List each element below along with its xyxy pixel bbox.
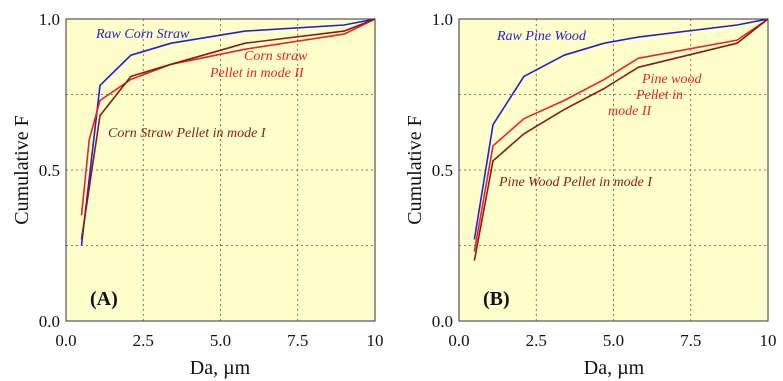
chart-a-x-tick-label: 2.5 — [133, 331, 154, 350]
chart-b-annotation-mode2-line3: mode II — [608, 104, 652, 119]
chart-b-x-tick-label: 0.0 — [448, 331, 469, 350]
chart-b-annotation-mode2-line1: Pine wood — [641, 72, 702, 87]
chart-b-x-tick-label: 5.0 — [603, 331, 624, 350]
chart-a-panel-label: (A) — [90, 288, 118, 310]
chart-b-series — [473, 18, 769, 261]
chart-a-y-tick-label: 0.0 — [39, 312, 60, 331]
chart-a-x-tick-labels: 0.0 2.5 5.0 7.5 10 — [55, 331, 383, 350]
chart-a-y-tick-labels: 0.0 0.5 1.0 — [39, 10, 60, 331]
chart-b: 0.0 2.5 5.0 7.5 10 0.0 0.5 1.0 Da, µm Cumulati… — [404, 10, 777, 379]
chart-b-panel-label: (B) — [483, 288, 510, 310]
chart-b-x-axis-label: Da, µm — [584, 357, 645, 379]
chart-b-y-tick-labels: 0.0 0.5 1.0 — [432, 10, 453, 331]
chart-a-series-line-2 — [80, 18, 376, 240]
chart-a-x-tick-label: 5.0 — [210, 331, 231, 350]
chart-a-x-tick-label: 0.0 — [55, 331, 76, 350]
chart-b-series-line-1 — [473, 18, 769, 252]
chart-a-y-tick-label: 0.5 — [39, 161, 60, 180]
chart-b-x-tick-labels: 0.0 2.5 5.0 7.5 10 — [448, 331, 776, 350]
chart-a-annotation-mode1: Corn Straw Pellet in mode I — [108, 126, 267, 141]
chart-b-annotation-mode1: Pine Wood Pellet in mode I — [498, 175, 653, 190]
chart-b-x-tick-label: 2.5 — [526, 331, 547, 350]
chart-b-y-tick-label: 0.0 — [432, 312, 453, 331]
chart-a-series — [80, 18, 376, 246]
chart-a-x-axis-label: Da, µm — [190, 357, 251, 379]
chart-b-series-line-2 — [473, 18, 769, 261]
chart-b-annotation-mode2-line2: Pellet in — [635, 88, 683, 103]
chart-a-x-tick-label: 10 — [367, 331, 384, 350]
chart-a-annotation-mode2-line1: Corn straw — [244, 49, 308, 64]
chart-b-y-tick-label: 1.0 — [432, 10, 453, 29]
chart-a-annotation-raw: Raw Corn Straw — [95, 27, 190, 42]
chart-a-x-tick-label: 7.5 — [287, 331, 308, 350]
chart-b-x-tick-label: 7.5 — [680, 331, 701, 350]
chart-a-annotation-mode2-line2: Pellet in mode II — [209, 66, 305, 81]
chart-b-gridlines — [459, 19, 768, 321]
chart-a-y-tick-label: 1.0 — [39, 10, 60, 29]
chart-b-annotation-raw: Raw Pine Wood — [496, 29, 587, 44]
chart-b-y-axis-label: Cumulative F — [404, 115, 426, 224]
chart-a-series-line-0 — [80, 18, 376, 246]
chart-a: 0.0 2.5 5.0 7.5 10 0.0 0.5 1.0 Da, µm Cumulati… — [11, 10, 384, 379]
chart-b-x-tick-label: 10 — [760, 331, 777, 350]
chart-a-series-line-1 — [80, 18, 376, 216]
chart-b-y-tick-label: 0.5 — [432, 161, 453, 180]
chart-a-y-axis-label: Cumulative F — [11, 115, 33, 224]
chart-b-series-line-0 — [473, 18, 769, 240]
